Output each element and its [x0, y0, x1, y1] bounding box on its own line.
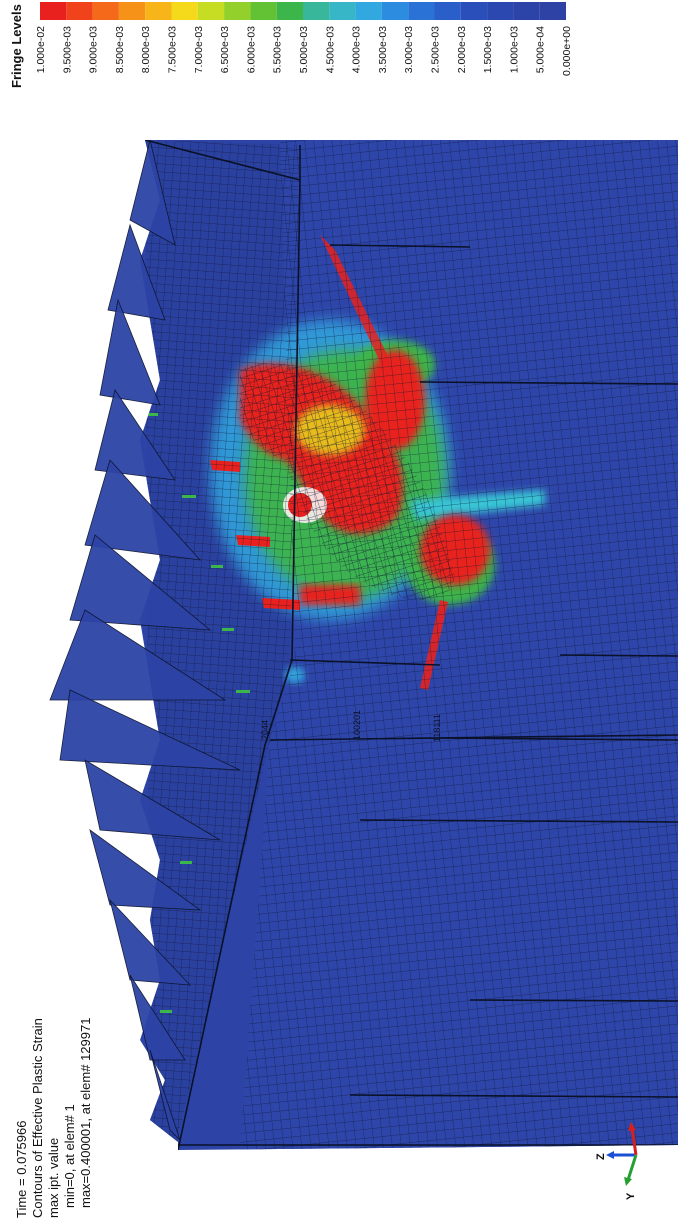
legend-swatch: [460, 2, 488, 20]
legend-label: 1.500e-03: [482, 26, 494, 73]
legend-label: 9.500e-03: [61, 26, 73, 73]
legend-swatch: [92, 2, 119, 20]
x-axis-icon: [630, 1127, 638, 1156]
legend-label: 2.000e-03: [456, 26, 468, 73]
frame-lines: [329, 244, 678, 1098]
legend-swatch: [197, 2, 225, 20]
min-label: min=0, at elem# 1: [62, 1104, 77, 1208]
legend-swatch: [250, 2, 277, 20]
legend-label: 8.000e-03: [140, 26, 152, 73]
legend-label: 7.000e-03: [193, 26, 205, 73]
time-label: Time = 0.075966: [14, 1121, 29, 1218]
flange-triangle: [129, 974, 186, 1061]
fem-model: 2044 100201 118111: [140, 140, 678, 1150]
legend-swatch: [381, 2, 409, 20]
mesh-label-1: 2044: [260, 720, 270, 740]
legend-color-bar: [40, 2, 566, 20]
flange-triangle: [69, 534, 212, 631]
legend-swatch: [434, 2, 461, 20]
flange-triangle: [99, 298, 161, 406]
flange-triangle: [129, 139, 176, 246]
legend-label: 4.500e-03: [324, 26, 336, 73]
z-axis-label: Z: [595, 1153, 607, 1160]
legend-label: 7.500e-03: [167, 26, 179, 73]
legend-tick-labels: 1.000e-02 9.500e-03 9.000e-03 8.500e-03 8.00…: [35, 26, 573, 76]
flange-triangle: [89, 829, 202, 911]
legend-label: 4.000e-03: [351, 26, 363, 73]
axis-triad: Z Y: [595, 1122, 638, 1200]
y-axis-label: Y: [625, 1192, 637, 1200]
legend-label: 6.000e-03: [245, 26, 257, 73]
legend-label: 3.000e-03: [403, 26, 415, 73]
legend-swatch: [539, 2, 566, 20]
legend-swatch: [303, 2, 330, 20]
mesh-label-2: 100201: [352, 710, 362, 740]
flange-triangle: [94, 389, 176, 481]
stiffener-flange-edges: [49, 139, 241, 1141]
legend-label: 5.000e-04: [535, 26, 547, 73]
mesh-grid-hull: [240, 140, 678, 1150]
legend-swatch: [118, 2, 146, 20]
legend-swatch: [145, 2, 172, 20]
legend-label: 6.500e-03: [219, 26, 231, 73]
ipt-label: max ipt. value: [46, 1138, 61, 1218]
legend-swatch: [224, 2, 251, 20]
flange-triangle: [59, 689, 241, 771]
fringe-legend: Fringe Levels 1.000e-02 9.500e-03 9.000e-0…: [9, 2, 573, 88]
legend-swatch: [66, 2, 93, 20]
flange-triangle: [84, 459, 202, 561]
flange-triangle: [84, 759, 221, 841]
legend-swatch: [329, 2, 356, 20]
legend-label: 8.500e-03: [114, 26, 126, 73]
legend-swatch: [40, 2, 67, 20]
flange-triangle: [107, 223, 166, 321]
legend-label: 3.500e-03: [377, 26, 389, 73]
mesh-label-3: 118111: [432, 714, 442, 742]
y-axis-icon: [626, 1154, 638, 1181]
mesh-grid-dent: [240, 363, 455, 600]
flange-triangle: [149, 1049, 181, 1141]
legend-label: 2.500e-03: [430, 26, 442, 73]
info-block: Time = 0.075966 Contours of Effective Pl…: [14, 1018, 93, 1218]
legend-label: 1.000e-02: [35, 26, 47, 73]
legend-label: 5.500e-03: [272, 26, 284, 73]
flange-triangle: [49, 609, 227, 701]
legend-label: 0.000e+00: [561, 26, 573, 76]
legend-label: 9.000e-03: [88, 26, 100, 73]
legend-swatch: [487, 2, 514, 20]
legend-label: 5.000e-03: [298, 26, 310, 73]
legend-label: 1.000e-03: [508, 26, 520, 73]
plot-title: Contours of Effective Plastic Strain: [30, 1018, 45, 1218]
flange-triangle: [109, 898, 192, 986]
legend-swatch: [276, 2, 303, 20]
legend-swatch: [408, 2, 435, 20]
max-label: max=0.400001, at elem# 129971: [78, 1018, 93, 1208]
legend-title: Fringe Levels: [9, 4, 24, 88]
stiffener-tips: [146, 413, 250, 1013]
legend-swatch: [171, 2, 198, 20]
legend-swatch: [513, 2, 540, 20]
legend-swatch: [355, 2, 382, 20]
